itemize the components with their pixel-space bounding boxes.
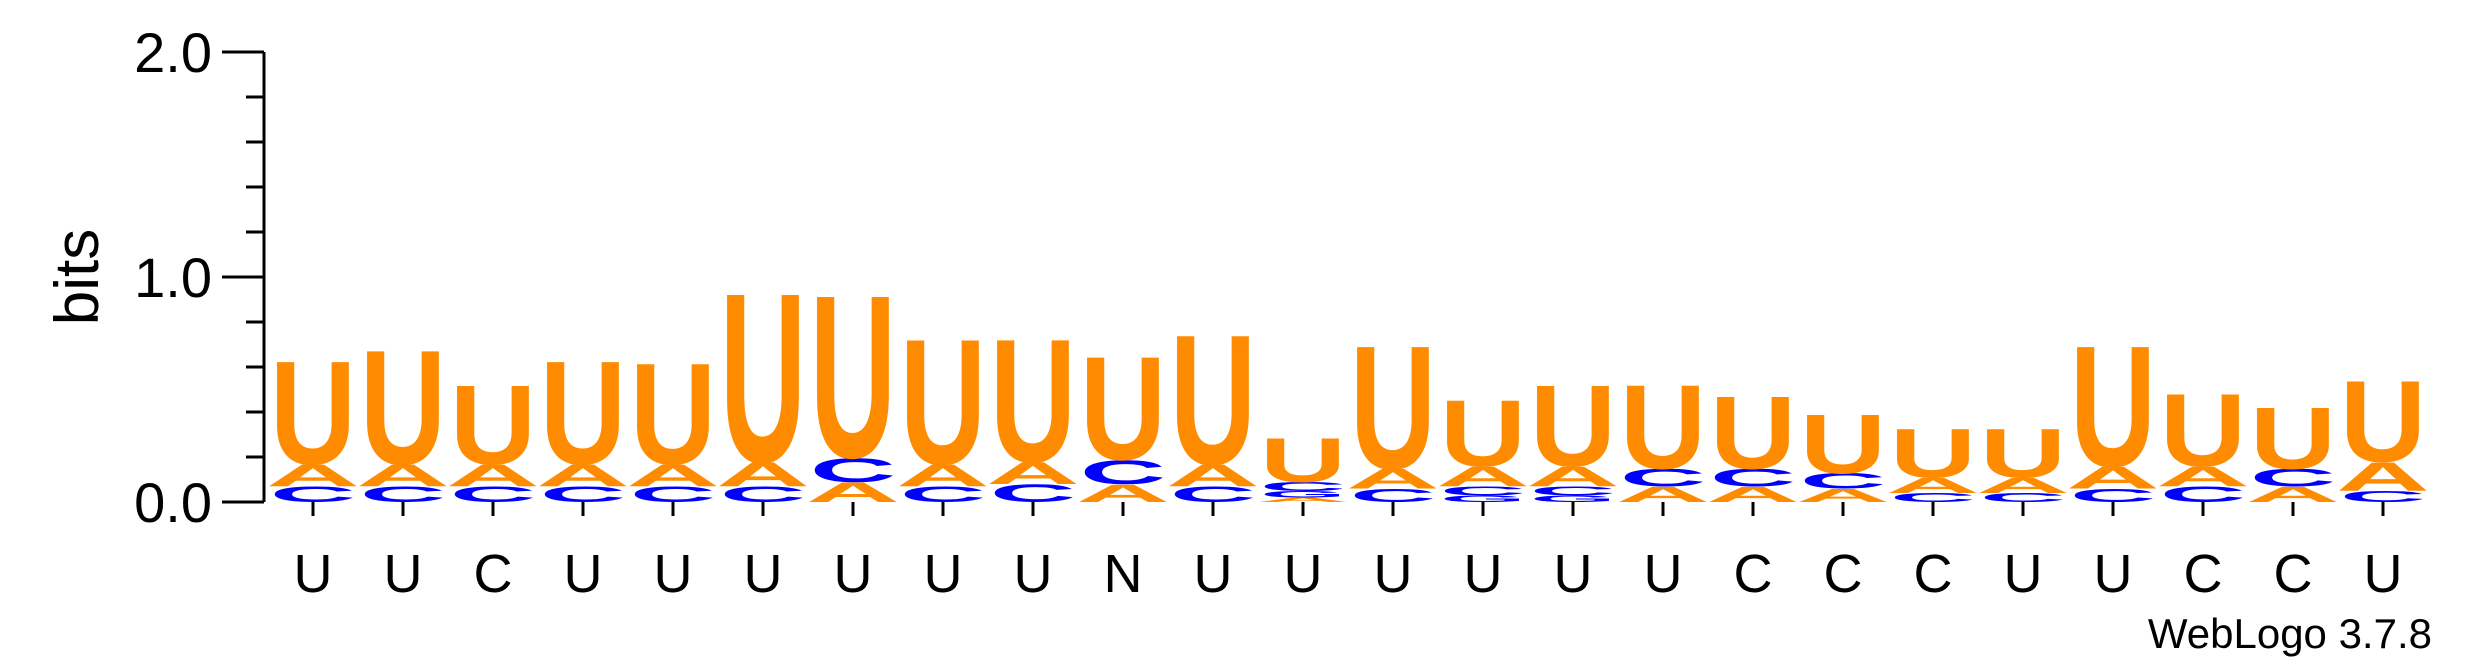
- y-tick-label: 1.0: [134, 246, 212, 309]
- logo-letter-c: C: [2340, 488, 2426, 506]
- x-tick-label: N: [1104, 544, 1143, 604]
- logo-letter-g: G: [1530, 493, 1616, 504]
- logo-letter-u: U: [1980, 415, 2066, 492]
- x-tick-label: U: [564, 544, 603, 604]
- logo-letter-a: A: [1796, 485, 1890, 506]
- x-tick-label: U: [1644, 544, 1683, 604]
- logo-letter-a: A: [1256, 496, 1350, 503]
- x-tick-label: U: [1284, 544, 1323, 604]
- x-tick-label: U: [1374, 544, 1413, 604]
- logo-letter-a: A: [1166, 458, 1260, 493]
- logo-letter-u: U: [1080, 326, 1166, 491]
- logo-letter-a: A: [446, 458, 540, 493]
- logo-letter-u: U: [2250, 389, 2336, 487]
- logo-letter-g: G: [1440, 493, 1526, 504]
- logo-letter-c: C: [1890, 491, 1976, 505]
- logo-letter-c: C: [1710, 464, 1796, 492]
- logo-letter-u: U: [1890, 415, 1976, 492]
- logo-letter-c: C: [1080, 453, 1166, 492]
- x-tick-label: C: [1734, 544, 1773, 604]
- x-tick-label: C: [474, 544, 513, 604]
- x-tick-label: U: [654, 544, 693, 604]
- logo-letter-u: U: [900, 303, 986, 503]
- logo-letter-c: C: [1440, 484, 1526, 498]
- logo-letter-a: A: [716, 455, 810, 493]
- logo-letter-a: A: [2336, 454, 2430, 499]
- logo-letter-u: U: [1440, 381, 1526, 486]
- logo-letter-c: C: [1800, 469, 1886, 494]
- logo-letter-c: C: [2070, 485, 2156, 506]
- logo-letter-u: U: [450, 362, 536, 488]
- logo-letter-c: C: [2250, 464, 2336, 492]
- logo-letter-u: U: [2070, 311, 2156, 503]
- logo-letter-c: C: [1620, 464, 1706, 492]
- x-tick-label: U: [744, 544, 783, 604]
- x-tick-label: U: [2004, 544, 2043, 604]
- logo-letter-u: U: [1350, 309, 1436, 506]
- logo-letter-a: A: [1436, 461, 1530, 492]
- x-tick-label: U: [1194, 544, 1233, 604]
- logo-letter-u: U: [1800, 396, 1886, 491]
- logo-letter-c: C: [1350, 485, 1436, 506]
- logo-letter-c: C: [1260, 479, 1346, 493]
- y-ticks: 0.0 1.0 2.0: [134, 21, 264, 534]
- logo-letter-u: U: [1710, 375, 1796, 491]
- logo-letter-u: U: [810, 248, 896, 507]
- x-tick-label: U: [384, 544, 423, 604]
- logo-letter-u: U: [540, 331, 626, 496]
- x-tick-label: U: [924, 544, 963, 604]
- logo-letter-u: U: [1170, 297, 1256, 504]
- x-tick-label: U: [834, 544, 873, 604]
- logo-letter-c: C: [1980, 491, 2066, 505]
- logo-letter-u: U: [1620, 361, 1706, 494]
- logo-letter-u: U: [720, 243, 806, 513]
- logo-letter-u: U: [990, 302, 1076, 499]
- logo-letter-a: A: [1526, 461, 1620, 492]
- logo-letter-u: U: [630, 334, 716, 495]
- x-tick-label: C: [2274, 544, 2313, 604]
- weblogo-credit: WebLogo 3.7.8: [2148, 610, 2432, 657]
- logo-letter-a: A: [1976, 473, 2070, 498]
- x-tick-label: U: [2364, 544, 2403, 604]
- logo-letter-a: A: [266, 458, 360, 493]
- logo-letter-c: C: [810, 450, 896, 489]
- logo-letter-g: G: [1260, 489, 1346, 500]
- x-tick-label: U: [294, 544, 333, 604]
- logo-letter-a: A: [536, 458, 630, 493]
- logo-letter-u: U: [1530, 360, 1616, 490]
- x-tick-label: C: [1914, 544, 1953, 604]
- logo-letter-a: A: [356, 458, 450, 493]
- x-tick-label: U: [1014, 544, 1053, 604]
- y-tick-label: 2.0: [134, 21, 212, 84]
- logo-letter-a: A: [1346, 463, 1440, 494]
- logo-letter-u: U: [2340, 356, 2426, 486]
- logo-letter-a: A: [1886, 473, 1980, 498]
- x-tick-label: U: [1464, 544, 1503, 604]
- logo-letter-u: U: [360, 316, 446, 499]
- logo-letter-u: U: [1260, 426, 1346, 496]
- y-tick-label: 0.0: [134, 471, 212, 534]
- logo-letter-a: A: [986, 456, 1080, 491]
- x-tick-label: U: [2094, 544, 2133, 604]
- logo-letter-u: U: [270, 331, 356, 496]
- logo-letter-a: A: [896, 458, 990, 493]
- logo-letter-c: C: [1530, 484, 1616, 498]
- logo-letter-a: A: [2066, 460, 2160, 495]
- logo-letter-a: A: [626, 458, 720, 493]
- logo-letter-a: A: [2156, 461, 2250, 492]
- y-axis-label: bits: [43, 229, 112, 325]
- x-tick-label: C: [1824, 544, 1863, 604]
- x-tick-label: C: [2184, 544, 2223, 604]
- x-tick-label: U: [1554, 544, 1593, 604]
- logo-letter-u: U: [2160, 372, 2246, 488]
